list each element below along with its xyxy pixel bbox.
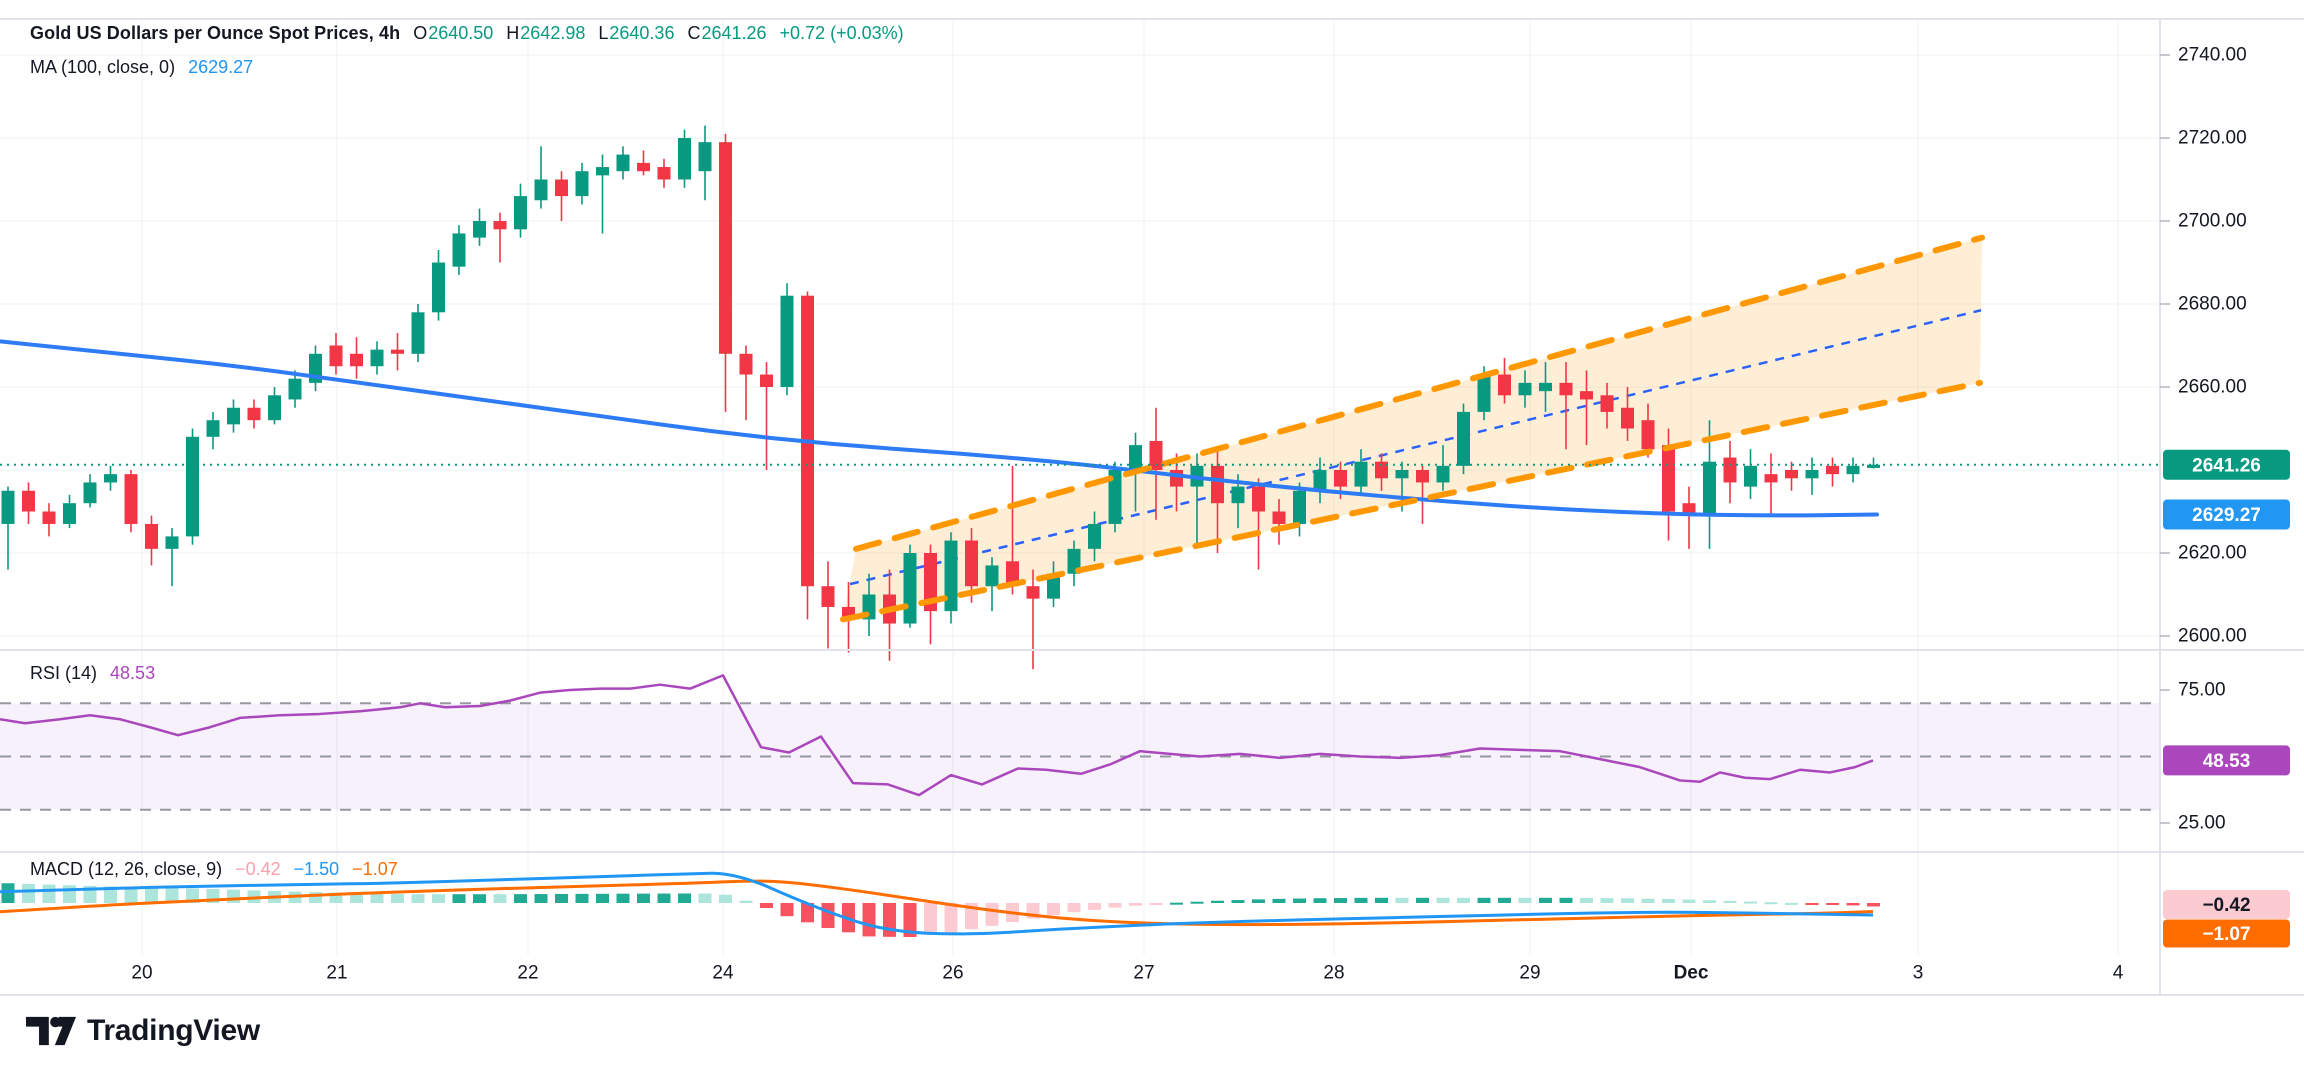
ohlc-close: C 2641.26 xyxy=(687,23,767,43)
time-axis: 20 21 22 24 26 27 28 29 Dec 3 4 xyxy=(131,963,2123,984)
svg-text:2620.00: 2620.00 xyxy=(2178,543,2247,564)
svg-text:2740.00: 2740.00 xyxy=(2178,45,2247,66)
svg-text:Dec: Dec xyxy=(1674,963,1709,984)
svg-text:28: 28 xyxy=(1323,963,1344,984)
svg-text:75.00: 75.00 xyxy=(2178,680,2226,701)
rsi-label: RSI (14) xyxy=(30,663,98,683)
svg-text:−1.07: −1.07 xyxy=(2202,924,2250,945)
macd-pane xyxy=(0,871,1880,937)
ma-100-line xyxy=(0,339,1879,518)
macd-hist-value: −0.42 xyxy=(235,859,281,879)
svg-text:2629.27: 2629.27 xyxy=(2192,505,2261,526)
svg-text:24: 24 xyxy=(712,963,734,984)
svg-text:29: 29 xyxy=(1519,963,1540,984)
macd-line-value: −1.50 xyxy=(293,859,340,879)
svg-text:2680.00: 2680.00 xyxy=(2178,294,2247,315)
symbol-title: Gold US Dollars per Ounce Spot Prices, 4… xyxy=(30,23,401,43)
macd-legend: MACD (12, 26, close, 9) −0.42 −1.50 −1.0… xyxy=(30,860,398,878)
svg-text:25.00: 25.00 xyxy=(2178,813,2226,834)
svg-text:4: 4 xyxy=(2113,963,2124,984)
svg-text:26: 26 xyxy=(942,963,963,984)
ohlc-low: L 2640.36 xyxy=(598,23,675,43)
trend-channel-borders xyxy=(840,234,1985,623)
svg-text:2641.26: 2641.26 xyxy=(2192,455,2261,476)
tradingview-logo-text: TradingView xyxy=(87,1014,260,1047)
rsi-value: 48.53 xyxy=(110,663,156,683)
svg-text:2700.00: 2700.00 xyxy=(2178,211,2247,232)
trend-channel xyxy=(843,237,1982,620)
price-axis: 2740.00 2720.00 2700.00 2680.00 2660.00 2620.… xyxy=(2160,45,2247,834)
svg-text:22: 22 xyxy=(517,963,538,984)
rsi-pane xyxy=(0,674,2160,811)
macd-label: MACD (12, 26, close, 9) xyxy=(30,859,223,879)
price-change: +0.72 (+0.03%) xyxy=(779,23,904,43)
ma-value: 2629.27 xyxy=(188,57,254,77)
svg-text:3: 3 xyxy=(1913,963,1924,984)
tradingview-logo-icon xyxy=(26,1016,76,1046)
svg-text:2720.00: 2720.00 xyxy=(2178,128,2247,149)
ohlc-open: O 2640.50 xyxy=(413,23,494,43)
svg-text:27: 27 xyxy=(1133,963,1154,984)
svg-text:21: 21 xyxy=(326,963,347,984)
svg-text:48.53: 48.53 xyxy=(2203,751,2251,772)
svg-text:2600.00: 2600.00 xyxy=(2178,626,2247,647)
axis-badges: 2641.26 2629.27 48.53 −0.42 −1.07 xyxy=(2163,449,2290,948)
svg-text:2660.00: 2660.00 xyxy=(2178,377,2247,398)
svg-text:−0.42: −0.42 xyxy=(2202,895,2250,916)
ma-label: MA (100, close, 0) xyxy=(30,57,176,77)
main-legend: Gold US Dollars per Ounce Spot Prices, 4… xyxy=(30,24,904,42)
tradingview-watermark[interactable]: TradingView xyxy=(26,1014,260,1048)
pane-borders xyxy=(0,18,2304,996)
rsi-legend: RSI (14) 48.53 xyxy=(30,664,155,682)
ma-legend: MA (100, close, 0) 2629.27 xyxy=(30,58,253,76)
svg-text:20: 20 xyxy=(131,963,152,984)
ohlc-high: H 2642.98 xyxy=(506,23,586,43)
macd-signal-value: −1.07 xyxy=(352,859,398,879)
